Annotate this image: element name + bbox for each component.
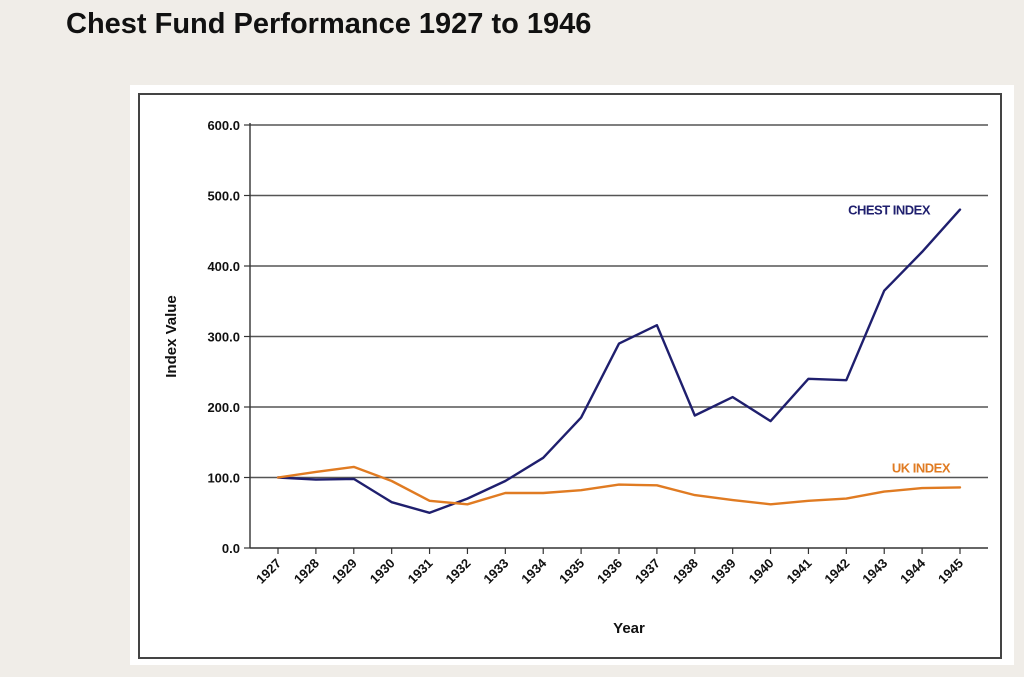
chart-box: 0.0 100.0 200.0 300.0 400.0 500.0 600.0 1927 19…: [138, 93, 1002, 659]
series-label-chest-index: CHEST INDEX: [848, 203, 931, 218]
page-title: Chest Fund Performance 1927 to 1946: [66, 8, 592, 40]
x-tick-label: 1927: [253, 556, 284, 587]
y-tick-label: 400.0: [207, 259, 240, 274]
x-tick-label: 1942: [821, 556, 852, 587]
x-tick-label: 1931: [405, 556, 436, 587]
chart-frame: 0.0 100.0 200.0 300.0 400.0 500.0 600.0 1927 19…: [130, 85, 1014, 665]
y-tick-label: 600.0: [207, 118, 240, 133]
x-tick-label: 1928: [291, 556, 322, 587]
y-axis-title: Index Value: [163, 295, 180, 378]
grid-lines: [250, 124, 988, 479]
x-tick-label: 1933: [480, 556, 511, 587]
series-label-uk-index: UK INDEX: [892, 460, 951, 475]
y-tick-label: 200.0: [207, 400, 240, 415]
x-tick-label: 1929: [329, 556, 360, 587]
series-line-uk-index: [276, 465, 962, 506]
x-tick-labels: 1927 1928 1929 1930 1931 1932 1933 1934 1935 1936…: [253, 555, 966, 587]
y-tick-labels: 0.0 100.0 200.0 300.0 400.0 500.0 600.0: [207, 118, 240, 556]
x-axis-title: Year: [613, 620, 645, 637]
y-tick-label: 100.0: [207, 471, 240, 486]
x-tick-label: 1936: [594, 556, 625, 587]
x-tick-label: 1934: [518, 555, 550, 587]
x-tick-label: 1943: [859, 556, 890, 587]
x-tick-label: 1941: [784, 556, 815, 587]
x-tick-label: 1930: [367, 556, 398, 587]
y-tick-label: 0.0: [222, 541, 240, 556]
series-labels: CHEST INDEX UK INDEX: [848, 203, 951, 476]
x-tick-label: 1932: [443, 556, 474, 587]
series-lines: [276, 208, 962, 514]
x-tick-label: 1945: [935, 556, 966, 587]
x-tick-label: 1939: [708, 556, 739, 587]
x-tick-label: 1937: [632, 556, 663, 587]
series-line-chest-index: [276, 208, 962, 514]
x-tick-label: 1944: [897, 555, 929, 587]
x-tick-label: 1935: [556, 556, 587, 587]
y-tick-label: 300.0: [207, 330, 240, 345]
x-tick-label: 1938: [670, 556, 701, 587]
x-tick-label: 1940: [746, 556, 777, 587]
y-tick-label: 500.0: [207, 189, 240, 204]
axes: [244, 123, 988, 554]
